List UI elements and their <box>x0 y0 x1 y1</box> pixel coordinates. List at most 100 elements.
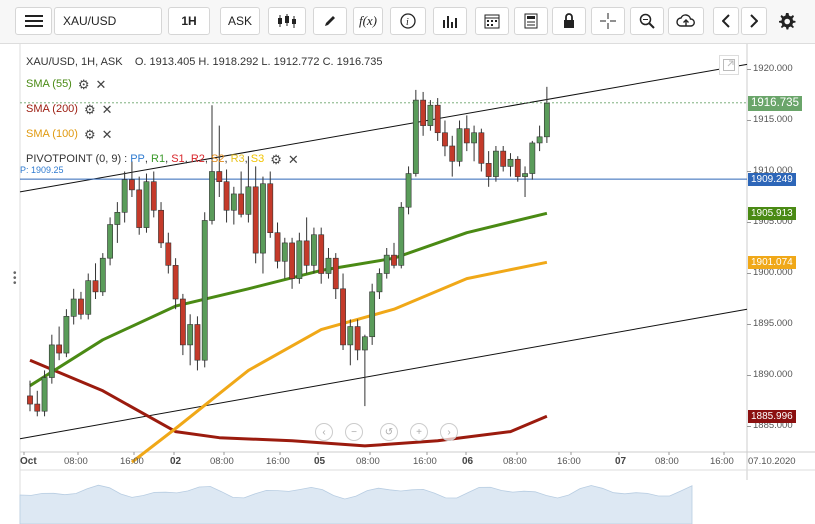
candle-body <box>143 181 150 228</box>
candle-body <box>107 224 113 259</box>
ohlc-summary-text: XAU/USD, 1H, ASK O. 1913.405 H. 1918.292… <box>26 56 383 68</box>
indicator-sma55[interactable]: SMA (55) ⚙ ✕ <box>26 75 106 93</box>
candle-body <box>420 99 427 126</box>
indicator-sma55-settings-icon[interactable]: ⚙ <box>77 76 90 92</box>
candle-body <box>383 254 390 274</box>
time-axis-label: 07 <box>615 456 627 467</box>
channel-lower-line[interactable] <box>19 308 748 440</box>
candle-body <box>493 150 499 177</box>
candle-body <box>99 257 106 293</box>
chart-toolbar: XAU/USD 1H ASK f(x) i <box>0 0 815 44</box>
candle-body <box>114 212 121 225</box>
scroll-left-nav-icon[interactable]: ‹ <box>315 423 333 441</box>
timeframe-selector[interactable]: 1H <box>168 7 210 35</box>
candlestick-chart-type-icon[interactable] <box>268 7 306 35</box>
candle-body <box>522 173 528 177</box>
crosshair-icon[interactable] <box>591 7 625 35</box>
hamburger-menu-icon[interactable] <box>15 7 52 35</box>
time-axis-label: 06 <box>462 456 474 467</box>
candle-body <box>463 128 470 144</box>
time-axis-label: 08:00 <box>356 456 380 467</box>
candle-body <box>267 183 274 234</box>
last-price-tag: 1916.735 <box>748 96 802 112</box>
panel-resize-handle[interactable]: • • • <box>13 268 17 289</box>
candle-body <box>238 193 245 215</box>
price-side-selector[interactable]: ASK <box>220 7 260 35</box>
indicator-sma200-settings-icon[interactable]: ⚙ <box>83 101 96 117</box>
indicator-sma100-label: SMA (100) <box>26 128 78 140</box>
channel-upper-line[interactable] <box>19 63 748 193</box>
candle-body <box>318 234 325 274</box>
price-axis-label: 1895.000 <box>753 317 793 329</box>
indicator-sma200[interactable]: SMA (200) ⚙ ✕ <box>26 100 113 118</box>
candle-body <box>27 395 33 405</box>
sma100-price-tag: 1901.074 <box>748 256 796 270</box>
candle-body <box>485 163 492 177</box>
lock-icon[interactable] <box>552 7 586 35</box>
volume-bars-icon[interactable] <box>433 7 467 35</box>
time-axis-label: 08:00 <box>655 456 679 467</box>
news-icon[interactable] <box>514 7 548 35</box>
candle-body <box>281 242 288 262</box>
candle-body <box>150 181 157 211</box>
indicator-sma100-settings-icon[interactable]: ⚙ <box>83 126 96 142</box>
price-chart[interactable] <box>0 44 815 524</box>
expand-chart-icon[interactable] <box>719 55 739 75</box>
time-axis-label: 16:00 <box>557 456 581 467</box>
indicator-sma55-remove-icon[interactable]: ✕ <box>95 76 107 92</box>
candle-body <box>274 232 281 262</box>
price-side-label: ASK <box>227 14 252 28</box>
timeframe-label: 1H <box>181 14 197 28</box>
sma55-line <box>29 211 548 387</box>
indicator-sma100[interactable]: SMA (100) ⚙ ✕ <box>26 125 113 143</box>
candle-body <box>456 128 463 162</box>
scroll-left-icon[interactable] <box>713 7 739 35</box>
indicator-pivotpoint[interactable]: PIVOTPOINT (0, 9) : PP, R1, S1, R2, S2, … <box>26 151 299 167</box>
price-axis-label: 1920.000 <box>753 62 793 74</box>
candle-body <box>325 257 332 274</box>
indicator-sma100-remove-icon[interactable]: ✕ <box>101 126 113 142</box>
sma100-line <box>130 260 548 464</box>
price-axis-label: 1905.000 <box>753 215 793 227</box>
candle-body <box>216 171 223 182</box>
pivot-s1: S1 <box>171 153 185 165</box>
ohlc-summary: XAU/USD, 1H, ASK O. 1913.405 H. 1918.292… <box>26 53 383 71</box>
reset-nav-icon[interactable]: ↺ <box>380 423 398 441</box>
scroll-right-nav-icon[interactable]: › <box>440 423 458 441</box>
settings-gear-icon[interactable] <box>773 7 801 35</box>
sma55-price-tag: 1905.913 <box>748 206 796 220</box>
drawing-pencil-icon[interactable] <box>313 7 347 35</box>
pivot-s3: S3 <box>250 153 265 165</box>
candle-body <box>543 102 550 138</box>
scroll-right-icon[interactable] <box>741 7 767 35</box>
indicator-sma55-label: SMA (55) <box>26 78 72 90</box>
candle-body <box>41 377 48 412</box>
candle-body <box>158 209 164 244</box>
candle-body <box>361 336 368 351</box>
navigator-area[interactable] <box>19 484 693 524</box>
info-icon[interactable]: i <box>390 7 426 35</box>
zoom-out-nav-icon[interactable]: − <box>345 423 363 441</box>
indicator-sma200-remove-icon[interactable]: ✕ <box>101 101 113 117</box>
candle-body <box>252 186 259 254</box>
candle-body <box>121 179 128 213</box>
symbol-selector[interactable]: XAU/USD <box>54 7 162 35</box>
time-axis-label: 16:00 <box>266 456 290 467</box>
time-axis-label: Oct <box>20 456 37 467</box>
candle-body <box>78 298 84 315</box>
zoom-in-nav-icon[interactable]: + <box>410 423 428 441</box>
indicator-pivotpoint-remove-icon[interactable]: ✕ <box>287 151 299 167</box>
price-axis-label: 1910.000 <box>753 164 793 176</box>
candle-body <box>529 142 536 174</box>
time-axis-label: 08:00 <box>210 456 234 467</box>
candle-body <box>311 234 317 266</box>
time-axis-label: 16:00 <box>413 456 437 467</box>
indicators-fx-icon[interactable]: f(x) <box>353 7 383 35</box>
pivot-r2: R2 <box>190 153 205 165</box>
zoom-icon[interactable] <box>630 7 664 35</box>
cloud-upload-icon[interactable] <box>668 7 704 35</box>
indicator-pivotpoint-settings-icon[interactable]: ⚙ <box>270 151 282 167</box>
candle-body <box>34 403 41 412</box>
calendar-icon[interactable] <box>475 7 509 35</box>
candle-body <box>63 316 70 354</box>
